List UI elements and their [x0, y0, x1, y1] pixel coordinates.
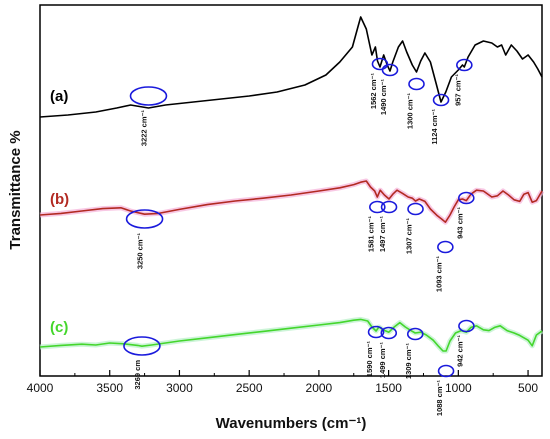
series-label: (a)	[50, 88, 68, 105]
x-axis-title: Wavenumbers (cm⁻¹)	[216, 415, 367, 432]
peak-label: 1124 cm⁻¹	[430, 109, 439, 145]
y-axis-title: Transmittance %	[7, 130, 24, 249]
peak-marker	[381, 63, 399, 77]
peak-label: 1590 cm⁻¹	[365, 341, 374, 378]
x-tick-label: 1000	[445, 381, 472, 395]
x-tick-label: 3500	[96, 381, 123, 395]
peak-marker	[129, 86, 168, 106]
peak-label: 957 cm⁻¹	[453, 74, 462, 106]
series-line	[39, 318, 543, 352]
peak-label: 1562 cm⁻¹	[369, 73, 378, 110]
peak-marker	[406, 327, 424, 341]
peak-label: 1309 cm⁻¹	[404, 343, 413, 380]
peak-annotations: 3222 cm⁻¹ 1562 cm⁻¹ 1490 cm⁻¹ 1300 cm⁻¹ 1124…	[123, 57, 475, 417]
x-tick-label: 2000	[306, 381, 333, 395]
peak-marker	[407, 202, 424, 216]
series-line	[39, 16, 543, 118]
peak-label: 1581 cm⁻¹	[366, 216, 375, 253]
peak-marker	[371, 57, 389, 71]
peak-marker	[456, 58, 473, 72]
x-tick-label: 2500	[236, 381, 263, 395]
x-tick-label: 1500	[375, 381, 402, 395]
peak-label: 1499 cm⁻¹	[378, 342, 387, 379]
peak-label: 1093 cm⁻¹	[434, 256, 443, 293]
peak-marker	[457, 191, 475, 205]
peak-label: 3222 cm⁻¹	[139, 110, 148, 147]
peak-marker	[367, 325, 385, 339]
x-tick-label: 500	[518, 381, 538, 395]
peak-marker	[432, 93, 450, 107]
series-glow	[39, 178, 545, 225]
peak-marker	[408, 77, 425, 91]
peak-label: 1497 cm⁻¹	[378, 216, 387, 253]
peak-label: 3250 cm⁻¹	[136, 233, 145, 270]
peak-label: 1300 cm⁻¹	[406, 93, 415, 130]
peak-label: 942 cm⁻¹	[455, 335, 464, 367]
series-label: (c)	[50, 319, 68, 336]
peak-marker	[125, 209, 164, 229]
series-label: (b)	[50, 191, 69, 208]
series-line	[39, 180, 543, 223]
peak-label: 943 cm⁻¹	[455, 207, 464, 239]
peak-marker	[369, 200, 386, 214]
x-tick-label: 4000	[27, 381, 54, 395]
peak-label: 3269 cm	[133, 360, 142, 390]
plot-frame	[39, 4, 543, 377]
x-tick-label: 3000	[166, 381, 193, 395]
peak-marker	[380, 200, 398, 214]
peak-label: 1307 cm⁻¹	[405, 218, 414, 255]
peak-marker	[458, 319, 475, 333]
x-axis: 4000 3500 3000 2500 2000 1500 1000 500	[27, 370, 538, 395]
peak-label: 1490 cm⁻¹	[379, 79, 388, 116]
peak-marker	[437, 364, 455, 378]
peak-marker	[380, 326, 398, 340]
series-layer: (a) (b) (c)	[39, 16, 545, 354]
peak-marker	[437, 240, 454, 254]
series-glow	[39, 316, 544, 354]
peak-marker	[123, 336, 161, 356]
peak-label: 1088 cm⁻¹	[435, 380, 444, 417]
